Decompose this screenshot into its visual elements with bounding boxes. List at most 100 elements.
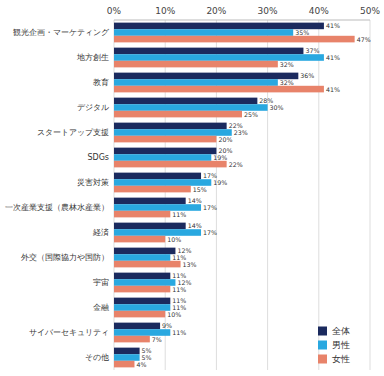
data-label: 20% bbox=[218, 136, 232, 143]
data-label: 11% bbox=[172, 286, 186, 293]
bar bbox=[114, 129, 232, 136]
data-label: 10% bbox=[167, 311, 181, 318]
bar bbox=[114, 298, 170, 305]
legend-swatch bbox=[318, 341, 327, 350]
grid-line bbox=[114, 20, 115, 370]
bar bbox=[114, 29, 293, 36]
tick-label: 0% bbox=[107, 6, 122, 16]
category-label: スタートアップ支援 bbox=[37, 128, 109, 137]
bar bbox=[114, 254, 170, 261]
bar bbox=[114, 211, 170, 218]
data-label: 14% bbox=[188, 197, 202, 204]
legend-label: 男性 bbox=[332, 340, 350, 350]
bar bbox=[114, 48, 303, 55]
bar bbox=[114, 323, 160, 330]
tick-label: 10% bbox=[155, 6, 175, 16]
data-label: 11% bbox=[172, 329, 186, 336]
grid-line bbox=[370, 20, 371, 370]
bar bbox=[114, 23, 324, 30]
category-label: サイバーセキュリティ bbox=[29, 328, 109, 337]
data-label: 41% bbox=[326, 86, 340, 93]
data-label: 13% bbox=[183, 261, 197, 268]
data-label: 17% bbox=[203, 229, 217, 236]
data-label: 32% bbox=[280, 61, 294, 68]
grid-line bbox=[216, 20, 217, 370]
bar bbox=[114, 148, 216, 155]
bar bbox=[114, 273, 170, 280]
bar bbox=[114, 304, 170, 311]
bar bbox=[114, 329, 170, 336]
category-label: その他 bbox=[85, 353, 109, 362]
axis-line bbox=[114, 20, 370, 21]
tick-label: 50% bbox=[360, 6, 380, 16]
bar bbox=[114, 86, 324, 93]
category-label: 教育 bbox=[93, 78, 109, 87]
category-label: 地方創生 bbox=[76, 53, 109, 62]
legend: 全体男性女性 bbox=[318, 326, 350, 364]
bar bbox=[114, 236, 165, 243]
bar bbox=[114, 36, 355, 43]
bar bbox=[114, 311, 165, 318]
bar bbox=[114, 248, 175, 255]
bar bbox=[114, 136, 216, 143]
tick-label: 30% bbox=[258, 6, 278, 16]
bar bbox=[114, 286, 170, 293]
category-label: SDGs bbox=[87, 153, 109, 162]
grid-line bbox=[165, 20, 166, 370]
legend-swatch bbox=[318, 327, 327, 336]
bar bbox=[114, 336, 150, 343]
data-label: 15% bbox=[193, 186, 207, 193]
legend-swatch bbox=[318, 355, 327, 364]
data-label: 11% bbox=[172, 211, 186, 218]
category-label: 外交（国際協力や国防） bbox=[21, 253, 109, 262]
data-label: 4% bbox=[136, 361, 146, 368]
grid-line bbox=[267, 20, 268, 370]
bar bbox=[114, 223, 186, 230]
bar bbox=[114, 98, 257, 105]
data-label: 35% bbox=[295, 29, 309, 36]
data-label: 37% bbox=[305, 47, 319, 54]
bar bbox=[114, 348, 140, 355]
data-label: 17% bbox=[203, 204, 217, 211]
data-label: 23% bbox=[234, 129, 248, 136]
category-label: 経済 bbox=[92, 228, 109, 237]
bar bbox=[114, 111, 242, 118]
data-label: 32% bbox=[280, 79, 294, 86]
category-label: 金融 bbox=[93, 303, 109, 312]
bar bbox=[114, 161, 227, 168]
bar bbox=[114, 154, 211, 161]
grid-line bbox=[318, 20, 319, 370]
data-label: 22% bbox=[229, 161, 243, 168]
category-label: 一次産業支援（農林水産業） bbox=[5, 203, 109, 212]
bar bbox=[114, 61, 278, 68]
chart: 0% 10% 20% 30% 40% 50% 観光企画・マーケティング地方創生教育デジタルス… bbox=[0, 0, 384, 376]
data-label: 19% bbox=[213, 154, 227, 161]
bar bbox=[114, 123, 227, 130]
legend-label: 女性 bbox=[332, 354, 350, 364]
bar bbox=[114, 261, 181, 268]
data-label: 9% bbox=[162, 322, 172, 329]
bar bbox=[114, 361, 134, 368]
bars bbox=[114, 23, 355, 368]
bar bbox=[114, 279, 175, 286]
bar bbox=[114, 204, 201, 211]
bar bbox=[114, 229, 201, 236]
bar bbox=[114, 79, 278, 86]
tick-label: 20% bbox=[206, 6, 226, 16]
data-label: 41% bbox=[326, 54, 340, 61]
data-label: 25% bbox=[244, 111, 258, 118]
data-label: 10% bbox=[167, 236, 181, 243]
category-label: デジタル bbox=[77, 103, 109, 112]
data-label: 36% bbox=[300, 72, 314, 79]
data-label: 19% bbox=[213, 179, 227, 186]
category-label: 災害対策 bbox=[77, 178, 109, 187]
data-labels: 41%37%36%28%22%20%17%14%14%12%11%11%9%5%… bbox=[136, 22, 370, 367]
data-label: 41% bbox=[326, 22, 340, 29]
data-label: 30% bbox=[270, 104, 284, 111]
legend-label: 全体 bbox=[332, 326, 350, 336]
bar bbox=[114, 173, 201, 180]
tick-label: 40% bbox=[309, 6, 329, 16]
data-label: 7% bbox=[152, 336, 162, 343]
category-label: 観光企画・マーケティング bbox=[13, 28, 110, 37]
category-label: 宇宙 bbox=[93, 278, 109, 287]
